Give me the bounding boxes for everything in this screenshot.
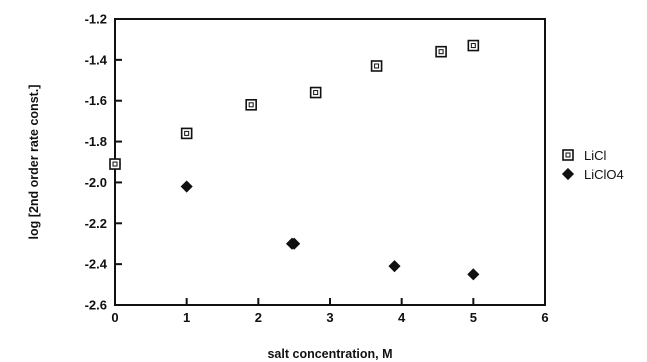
y-tick-label: -1.4 <box>85 52 108 67</box>
square-marker-inner <box>470 43 476 49</box>
square-marker-outer <box>467 39 480 52</box>
x-axis-label: salt concentration, M <box>267 347 392 361</box>
square-marker-inner <box>184 130 190 136</box>
plot-frame <box>114 18 546 306</box>
data-point-liclo4 <box>467 268 480 281</box>
x-tick-label: 5 <box>470 310 477 325</box>
legend-marker-licl <box>562 149 574 161</box>
data-point-licl <box>180 127 193 140</box>
data-point-licl <box>245 99 257 111</box>
square-marker-outer <box>245 99 257 111</box>
x-tick-label: 3 <box>326 310 333 325</box>
x-tick-label: 2 <box>255 310 262 325</box>
data-point-licl <box>435 45 447 58</box>
legend: LiCl LiClO4 <box>561 148 624 182</box>
y-axis-ticks: -1.2 -1.4 -1.6 -1.8 -2.0 -2.2 -2.4 -2.6 <box>85 12 122 313</box>
square-marker-inner <box>313 90 319 96</box>
square-marker-outer <box>370 60 383 72</box>
y-axis-label: log [2nd order rate const.] <box>27 85 41 240</box>
y-tick-label: -2.0 <box>85 175 107 190</box>
square-marker-inner <box>374 63 380 69</box>
y-tick-label: -2.2 <box>85 216 107 231</box>
y-tick-label: -2.6 <box>85 298 107 313</box>
data-point-licl <box>309 86 322 99</box>
data-point-liclo4 <box>180 180 193 193</box>
x-tick-label: 6 <box>541 310 548 325</box>
data-point-licl <box>109 158 121 170</box>
square-marker-outer <box>180 127 193 140</box>
legend-marker-liclo4 <box>561 167 575 181</box>
square-marker-inner <box>248 102 254 108</box>
y-tick-label: -1.8 <box>85 134 107 149</box>
x-tick-label: 0 <box>111 310 118 325</box>
square-marker-outer <box>435 45 447 58</box>
data-point-licl <box>467 39 480 52</box>
square-marker-inner <box>438 49 444 55</box>
legend-label-licl: LiCl <box>584 148 607 163</box>
square-marker-inner <box>112 161 118 167</box>
square-marker-outer <box>562 149 574 161</box>
plot-border <box>114 18 546 306</box>
square-marker-outer <box>309 86 322 99</box>
data-point-liclo4 <box>285 237 299 250</box>
data-point-licl <box>370 60 383 72</box>
square-marker-outer <box>109 158 121 170</box>
legend-diamond-marker <box>561 167 575 181</box>
y-tick-label: -2.4 <box>85 257 108 272</box>
square-marker-inner <box>565 152 571 158</box>
x-tick-label: 1 <box>183 310 190 325</box>
y-tick-label: -1.2 <box>85 12 107 27</box>
data-point-liclo4 <box>388 260 401 273</box>
x-axis-ticks: 0 1 2 3 4 5 6 <box>111 298 549 325</box>
x-tick-label: 4 <box>398 310 406 325</box>
legend-square-marker <box>562 149 574 161</box>
y-tick-label: -1.6 <box>85 93 107 108</box>
data-points <box>108 39 480 281</box>
legend-label-liclo4: LiClO4 <box>584 167 624 182</box>
